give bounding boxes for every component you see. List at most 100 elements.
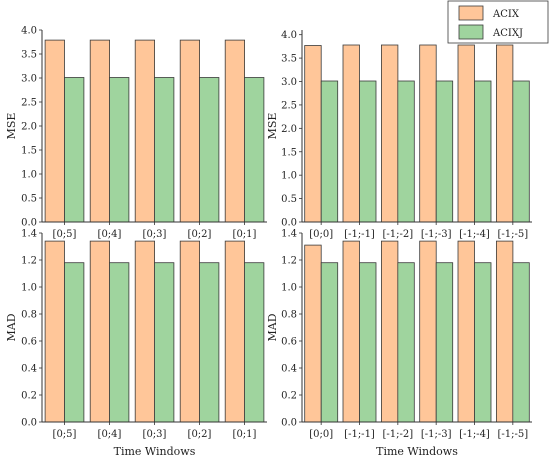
bar-acix-5 bbox=[457, 240, 475, 423]
y-tick-label: 1.0 bbox=[21, 283, 37, 294]
bar-acixj-6 bbox=[512, 262, 530, 423]
bar-acix-1 bbox=[304, 244, 322, 423]
y-tick-label: 0.2 bbox=[21, 391, 37, 402]
x-tick-label: [-1;-3] bbox=[421, 429, 452, 440]
bar-acixj-3 bbox=[154, 262, 175, 423]
bar-acixj-4 bbox=[199, 262, 220, 423]
legend-label-acix: ACIX bbox=[492, 9, 520, 20]
panel-3: [0;5] [0;4] [0;3] [0;2] [0;1] 0.0 0.2 0.4 0.6 0.8… bbox=[5, 229, 267, 458]
x-tick-label: [-1;-4] bbox=[459, 429, 490, 440]
y-tick-label: 3.0 bbox=[281, 77, 297, 88]
legend: ACIX ACIXJ bbox=[447, 0, 549, 44]
y-axis-label: MSE bbox=[5, 113, 18, 140]
bar-acix-3 bbox=[380, 44, 399, 223]
y-tick-label: 0.0 bbox=[21, 418, 37, 429]
bar-acixj-5 bbox=[244, 77, 265, 223]
y-axis-label: MSE bbox=[266, 113, 279, 140]
y-tick-label: 1.0 bbox=[21, 170, 37, 181]
y-tick-label: 0.0 bbox=[281, 418, 297, 429]
bar-acix-2 bbox=[89, 240, 110, 423]
y-tick-label: 3.5 bbox=[21, 50, 37, 61]
bar-acixj-6 bbox=[512, 80, 530, 223]
bar-acixj-2 bbox=[109, 77, 130, 223]
bar-acix-2 bbox=[342, 44, 360, 223]
x-tick-label: [0;3] bbox=[143, 429, 167, 440]
bar-acixj-5 bbox=[244, 262, 265, 423]
x-tick-label: [0;4] bbox=[98, 229, 122, 240]
y-tick-label: 1.5 bbox=[21, 146, 37, 157]
y-tick-label: 0.8 bbox=[281, 310, 297, 321]
bar-acixj-1 bbox=[320, 262, 339, 423]
y-tick-label: 0.8 bbox=[21, 310, 37, 321]
y-axis-label: MAD bbox=[5, 313, 18, 341]
bar-acix-2 bbox=[89, 39, 110, 223]
x-tick-label: [0;1] bbox=[233, 429, 257, 440]
bar-acixj-4 bbox=[199, 77, 220, 223]
x-axis-label: Time Windows bbox=[376, 445, 458, 458]
x-tick-label: [-1;-2] bbox=[383, 229, 414, 240]
bar-acixj-1 bbox=[64, 77, 85, 223]
bar-acix-3 bbox=[134, 39, 155, 223]
legend-swatch-acix bbox=[458, 5, 484, 21]
y-tick-label: 1.4 bbox=[281, 229, 297, 240]
x-tick-label: [0;4] bbox=[98, 429, 122, 440]
bar-acix-4 bbox=[179, 240, 200, 423]
y-tick-label: 0.4 bbox=[21, 364, 37, 375]
bar-acix-5 bbox=[224, 240, 245, 423]
bar-acixj-3 bbox=[154, 77, 175, 223]
bar-acix-4 bbox=[419, 44, 437, 223]
bar-acixj-1 bbox=[64, 262, 85, 423]
x-axis-label: Time Windows bbox=[114, 445, 196, 458]
x-tick-label: [0;3] bbox=[143, 229, 167, 240]
x-tick-label: [-1;-1] bbox=[344, 429, 375, 440]
x-tick-label: [-1;-4] bbox=[459, 229, 490, 240]
x-tick-label: [0;2] bbox=[188, 429, 212, 440]
bar-acix-1 bbox=[44, 240, 65, 423]
bar-acix-4 bbox=[419, 240, 437, 423]
bar-acixj-4 bbox=[435, 262, 454, 423]
y-tick-label: 3.5 bbox=[281, 54, 297, 65]
y-tick-label: 0.5 bbox=[281, 194, 297, 205]
y-tick-label: 2.5 bbox=[281, 100, 297, 111]
y-tick-label: 1.2 bbox=[21, 256, 37, 267]
y-tick-label: 3.0 bbox=[21, 74, 37, 85]
bar-acix-6 bbox=[495, 240, 514, 423]
bar-acix-1 bbox=[304, 45, 322, 223]
x-tick-label: [0;0] bbox=[309, 429, 333, 440]
y-tick-label: 0.5 bbox=[21, 194, 37, 205]
x-tick-label: [-1;-5] bbox=[498, 229, 529, 240]
x-tick-label: [0;0] bbox=[309, 229, 333, 240]
y-tick-label: 2.0 bbox=[281, 124, 297, 135]
x-tick-label: [0;5] bbox=[53, 229, 77, 240]
bar-acixj-1 bbox=[320, 80, 339, 223]
x-tick-label: [0;5] bbox=[53, 429, 77, 440]
y-tick-label: 1.5 bbox=[281, 147, 297, 158]
x-tick-label: [-1;-2] bbox=[383, 429, 414, 440]
panel-4: [0;0] [-1;-1] [-1;-2] [-1;-3] [-1;-4] [-1;-5]… bbox=[266, 229, 532, 458]
bar-acixj-2 bbox=[359, 262, 377, 423]
bar-acixj-4 bbox=[435, 80, 454, 223]
y-tick-label: 0.4 bbox=[281, 364, 297, 375]
bar-acixj-5 bbox=[474, 80, 492, 223]
y-tick-label: 2.0 bbox=[21, 122, 37, 133]
x-tick-label: [-1;-1] bbox=[344, 229, 375, 240]
bar-acixj-2 bbox=[109, 262, 130, 423]
bar-acix-4 bbox=[179, 39, 200, 223]
y-tick-label: 1.0 bbox=[281, 283, 297, 294]
bar-acix-3 bbox=[380, 240, 399, 423]
y-tick-label: 1.4 bbox=[21, 229, 37, 240]
bar-acix-1 bbox=[44, 39, 65, 223]
y-tick-label: 0.0 bbox=[281, 218, 297, 229]
legend-swatch-acixj bbox=[458, 24, 484, 40]
bar-acix-2 bbox=[342, 240, 360, 423]
panel-2: [0;0] [-1;-1] [-1;-2] [-1;-3] [-1;-4] [-1;-5]… bbox=[266, 30, 532, 240]
bar-acixj-5 bbox=[474, 262, 492, 423]
panel-1: [0;5] [0;4] [0;3] [0;2] [0;1] 0.0 0.5 1.0 1.5 2.0… bbox=[5, 26, 267, 240]
bar-acix-3 bbox=[134, 240, 155, 423]
bar-acixj-3 bbox=[397, 80, 415, 223]
y-tick-label: 0.0 bbox=[21, 218, 37, 229]
x-tick-label: [0;1] bbox=[233, 229, 257, 240]
legend-label-acixj: ACIXJ bbox=[492, 28, 523, 39]
y-tick-label: 2.5 bbox=[21, 98, 37, 109]
